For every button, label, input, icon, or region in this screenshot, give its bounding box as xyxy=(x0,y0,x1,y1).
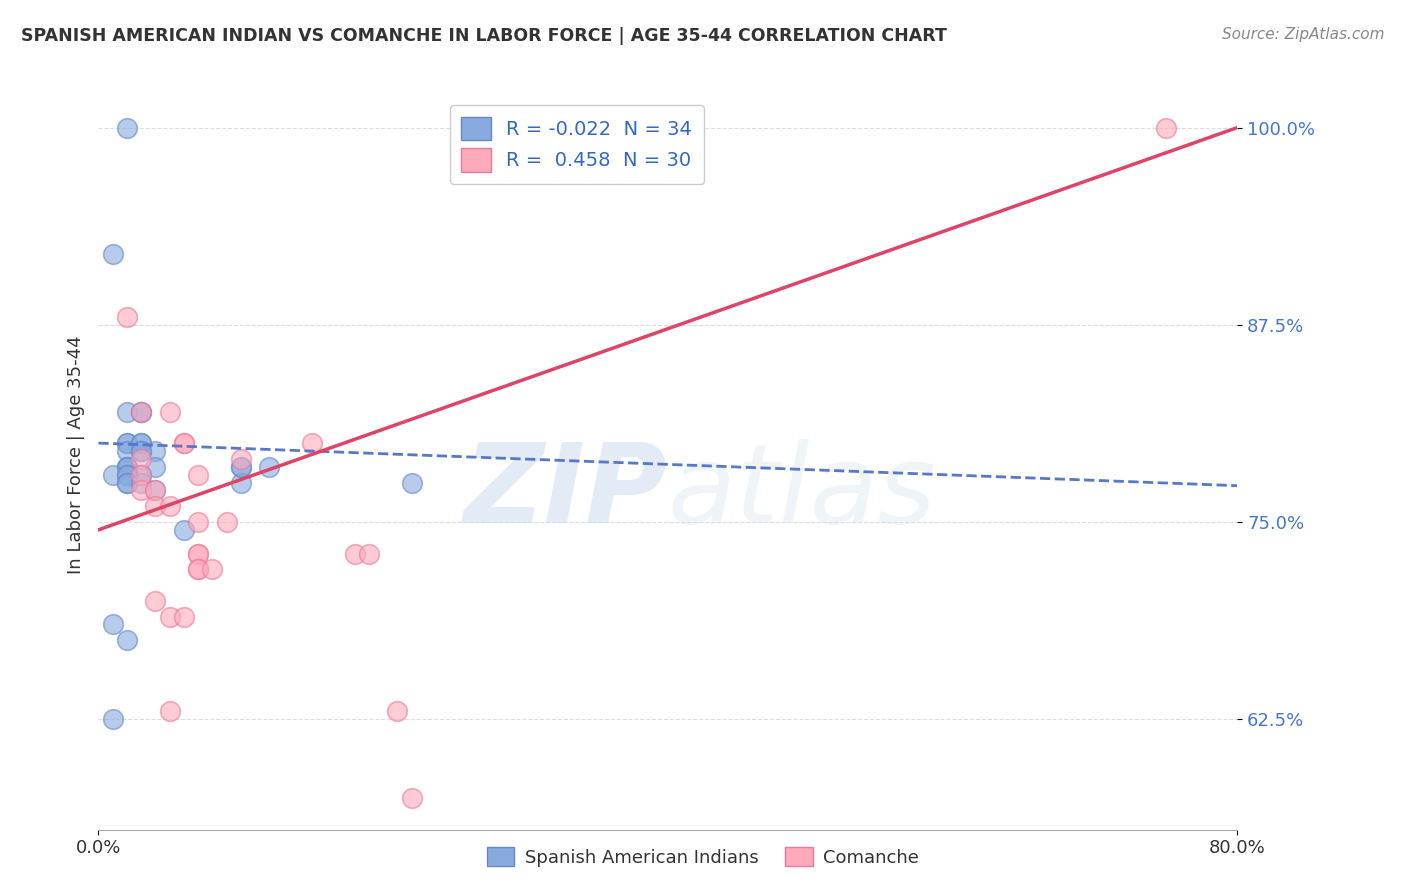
Point xyxy=(387,704,409,718)
Point xyxy=(115,436,138,450)
Point xyxy=(159,609,181,624)
Point xyxy=(159,499,181,513)
Text: Source: ZipAtlas.com: Source: ZipAtlas.com xyxy=(1222,27,1385,42)
Point xyxy=(173,436,195,450)
Point xyxy=(187,467,209,482)
Point xyxy=(129,436,152,450)
Point xyxy=(229,459,252,474)
Legend: Spanish American Indians, Comanche: Spanish American Indians, Comanche xyxy=(479,840,927,874)
Point xyxy=(187,547,209,561)
Point xyxy=(129,404,152,418)
Text: SPANISH AMERICAN INDIAN VS COMANCHE IN LABOR FORCE | AGE 35-44 CORRELATION CHART: SPANISH AMERICAN INDIAN VS COMANCHE IN L… xyxy=(21,27,948,45)
Point xyxy=(115,633,138,648)
Text: ZIP: ZIP xyxy=(464,439,668,546)
Point xyxy=(343,547,366,561)
Point xyxy=(129,444,152,458)
Point xyxy=(187,515,209,529)
Point xyxy=(129,404,152,418)
Point xyxy=(401,475,423,490)
Y-axis label: In Labor Force | Age 35-44: In Labor Force | Age 35-44 xyxy=(66,335,84,574)
Point xyxy=(129,436,152,450)
Point xyxy=(159,404,181,418)
Point xyxy=(229,459,252,474)
Point xyxy=(115,404,138,418)
Point xyxy=(187,547,209,561)
Point xyxy=(115,467,138,482)
Point xyxy=(129,483,152,498)
Point xyxy=(115,459,138,474)
Point xyxy=(115,475,138,490)
Point xyxy=(115,444,138,458)
Point xyxy=(115,475,138,490)
Point xyxy=(115,120,138,135)
Point xyxy=(145,483,167,498)
Point xyxy=(145,483,167,498)
Point xyxy=(101,247,124,261)
Point xyxy=(129,404,152,418)
Point xyxy=(145,459,167,474)
Point xyxy=(229,451,252,466)
Point xyxy=(173,523,195,537)
Point xyxy=(129,467,152,482)
Point xyxy=(159,704,181,718)
Point xyxy=(259,459,281,474)
Point xyxy=(129,444,152,458)
Point xyxy=(115,436,138,450)
Point xyxy=(145,499,167,513)
Point xyxy=(115,310,138,324)
Point xyxy=(115,467,138,482)
Point xyxy=(101,617,124,632)
Point xyxy=(1154,120,1177,135)
Point xyxy=(101,712,124,726)
Point xyxy=(115,459,138,474)
Point xyxy=(401,791,423,805)
Point xyxy=(115,459,138,474)
Point xyxy=(129,475,152,490)
Point xyxy=(301,436,323,450)
Legend: R = -0.022  N = 34, R =  0.458  N = 30: R = -0.022 N = 34, R = 0.458 N = 30 xyxy=(450,105,704,184)
Point xyxy=(187,562,209,576)
Point xyxy=(201,562,224,576)
Text: atlas: atlas xyxy=(668,439,936,546)
Point xyxy=(101,467,124,482)
Point xyxy=(357,547,380,561)
Point xyxy=(173,436,195,450)
Point xyxy=(187,562,209,576)
Point xyxy=(173,609,195,624)
Point xyxy=(145,594,167,608)
Point xyxy=(145,444,167,458)
Point xyxy=(129,451,152,466)
Point xyxy=(229,475,252,490)
Point xyxy=(129,467,152,482)
Point xyxy=(215,515,238,529)
